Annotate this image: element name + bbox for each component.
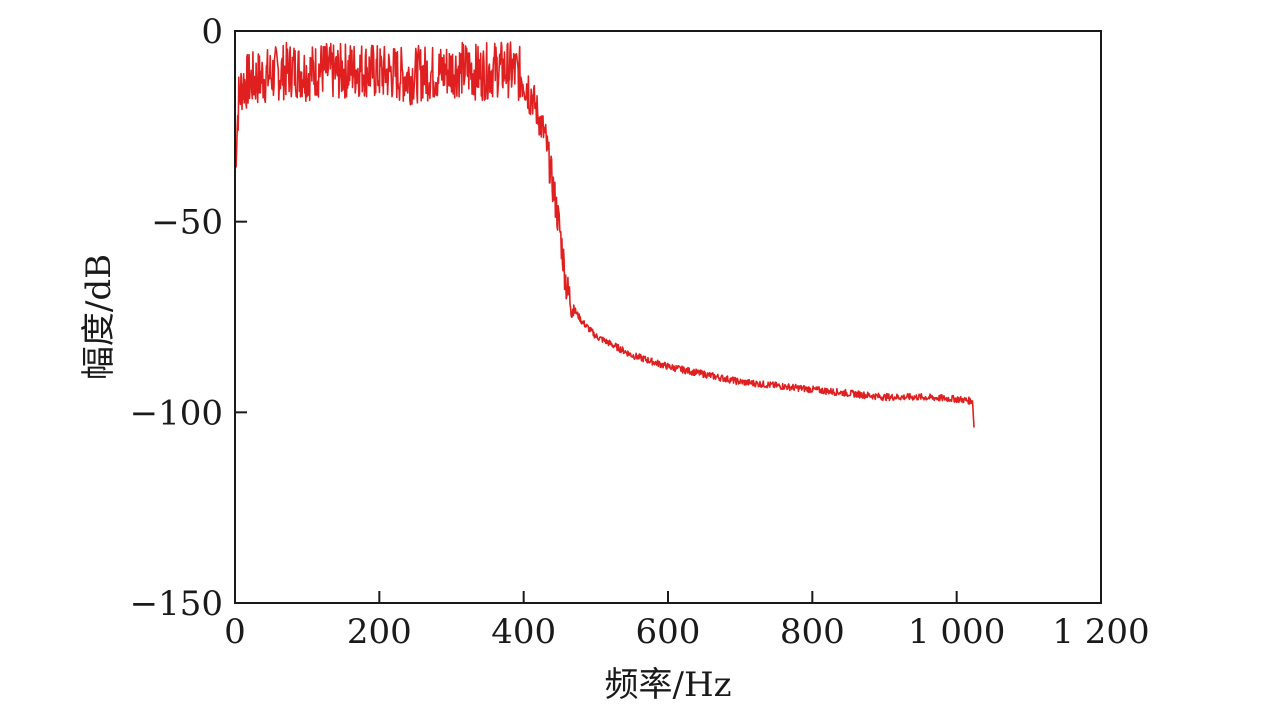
- x-axis-ticks: [234, 591, 1102, 603]
- y-axis-label: 幅度/dB: [79, 254, 119, 380]
- x-tick-label-0: 0: [224, 612, 246, 652]
- y-tick-label-1: −50: [151, 203, 223, 243]
- x-tick-label-4: 800: [780, 612, 845, 652]
- plot-area-frame: [234, 30, 1102, 604]
- x-tick-label-1: 200: [347, 612, 412, 652]
- y-axis-ticks: [235, 30, 247, 604]
- y-tick-label-3: −150: [130, 584, 223, 624]
- x-tick-label-5: 1 000: [908, 612, 1005, 652]
- x-tick-label-2: 400: [491, 612, 556, 652]
- x-axis-label: 频率/Hz: [604, 665, 731, 705]
- x-tick-label-6: 1 200: [1052, 612, 1149, 652]
- x-axis-tick-labels: 0 200 400 600 800 1 000 1 200: [224, 612, 1149, 652]
- y-tick-label-0: 0: [201, 12, 223, 52]
- y-axis-tick-labels: 0 −50 −100 −150: [130, 12, 223, 624]
- series-line: [234, 41, 975, 428]
- y-tick-label-2: −100: [130, 393, 223, 433]
- x-tick-label-3: 600: [636, 612, 701, 652]
